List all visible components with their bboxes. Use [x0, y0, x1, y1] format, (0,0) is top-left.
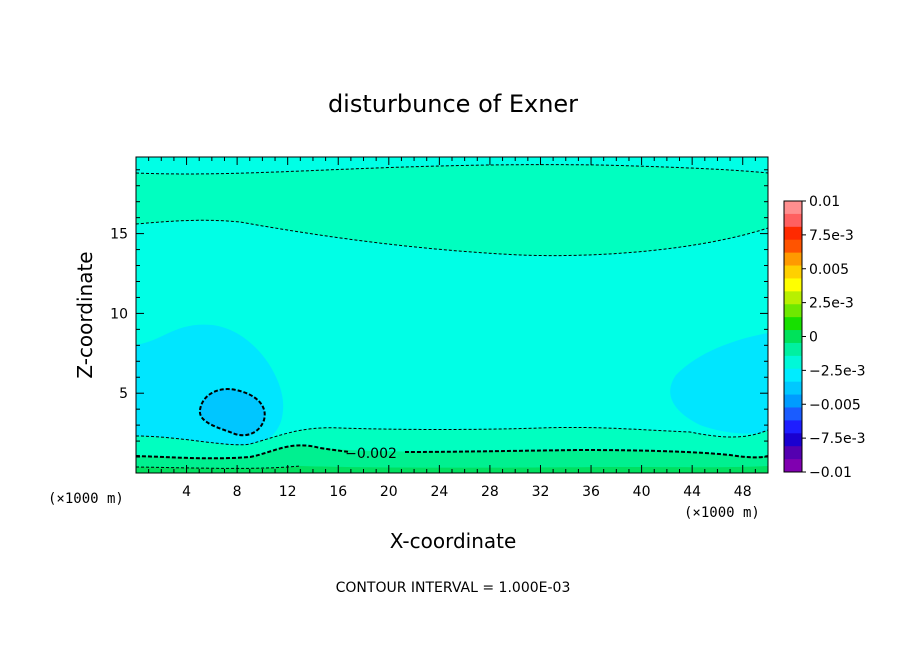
- y-tick-label: 5: [119, 386, 128, 402]
- x-tick-label: 16: [329, 484, 347, 500]
- colorbar-label: −0.005: [809, 397, 861, 413]
- colorbar-swatch: [784, 446, 802, 460]
- colorbar-swatch: [784, 317, 802, 331]
- contour-lines: [135, 164, 769, 469]
- contour-line-surface-3: [135, 465, 301, 469]
- colorbar-swatch: [784, 265, 802, 279]
- x-unit-right: (×1000 m): [684, 505, 760, 521]
- plot-area: [136, 157, 768, 473]
- colorbar-label: −2.5e-3: [809, 363, 866, 379]
- x-tick-label: 24: [430, 484, 448, 500]
- y-axis-label: Z-coordinate: [73, 251, 97, 378]
- contour-line-top: [135, 164, 769, 175]
- colorbar-swatch: [784, 304, 802, 318]
- colorbar-label: 0.005: [809, 262, 849, 278]
- x-tick-label: 8: [233, 484, 242, 500]
- colorbar-swatch: [784, 342, 802, 357]
- colorbar: 0.01 7.5e-3 0.005 2.5e-3 0 −2.5e-3 −0.005 −7.5e…: [783, 194, 866, 481]
- colorbar-label: −7.5e-3: [809, 431, 866, 447]
- colorbar-swatch: [784, 381, 802, 396]
- upper-band-fill: [136, 164, 768, 256]
- colorbar-label: 0: [809, 330, 818, 346]
- colorbar-swatch: [784, 330, 802, 344]
- colorbar-label: 2.5e-3: [809, 296, 854, 312]
- x-tick-label: 36: [582, 484, 600, 500]
- contour-line-upper: [135, 219, 769, 257]
- y-tick-label: 10: [110, 306, 128, 322]
- x-tick-label: 32: [532, 484, 550, 500]
- x-axis-label: X-coordinate: [390, 529, 517, 553]
- colorbar-swatch: [784, 368, 802, 383]
- contour-line-left-core: [198, 388, 266, 437]
- colorbar-swatch: [784, 213, 802, 228]
- x-tick-label: 28: [481, 484, 499, 500]
- colorbar-swatch: [784, 201, 802, 215]
- right-lobe-fill: [670, 333, 768, 434]
- x-tick-label: 12: [279, 484, 297, 500]
- y-axis: 5 10 15: [110, 227, 768, 402]
- colorbar-swatch: [784, 226, 802, 241]
- colorbar-swatch: [784, 394, 802, 408]
- colorbar-swatch: [784, 459, 802, 473]
- x-tick-label: 40: [633, 484, 651, 500]
- colorbar-label: 7.5e-3: [809, 228, 854, 244]
- x-tick-label: 44: [683, 484, 701, 500]
- colorbar-swatch: [784, 239, 802, 254]
- chart-title: disturbunce of Exner: [328, 90, 578, 118]
- colorbar-swatch: [784, 433, 802, 447]
- left-core-fill: [199, 389, 265, 436]
- x-unit-left: (×1000 m): [48, 491, 124, 507]
- colorbar-swatch: [784, 355, 802, 370]
- contour-line-surface-1: [135, 426, 769, 446]
- contour-line-surface-2b: [404, 448, 769, 459]
- colorbar-label: −0.01: [809, 465, 852, 481]
- colorbar-swatch: [784, 420, 802, 434]
- colorbar-swatch: [784, 252, 802, 267]
- contour-line-surface-2a: [135, 444, 351, 460]
- colorbar-swatch: [784, 291, 802, 305]
- x-tick-label: 4: [182, 484, 191, 500]
- colorbar-swatch: [784, 278, 802, 292]
- x-axis: 4 8 12 16 20 24 28 32 36 40 44 48: [182, 157, 752, 500]
- x-tick-label: 48: [734, 484, 752, 500]
- x-tick-label: 20: [380, 484, 398, 500]
- colorbar-swatch: [784, 407, 802, 421]
- contour-label: −0.002: [345, 446, 397, 462]
- y-tick-label: 15: [110, 227, 128, 243]
- colorbar-label: 0.01: [809, 194, 840, 210]
- minor-ticks: [136, 157, 768, 473]
- contour-interval-note: CONTOUR INTERVAL = 1.000E-03: [336, 580, 571, 596]
